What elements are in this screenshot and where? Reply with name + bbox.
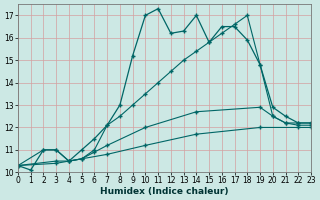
- X-axis label: Humidex (Indice chaleur): Humidex (Indice chaleur): [100, 187, 229, 196]
